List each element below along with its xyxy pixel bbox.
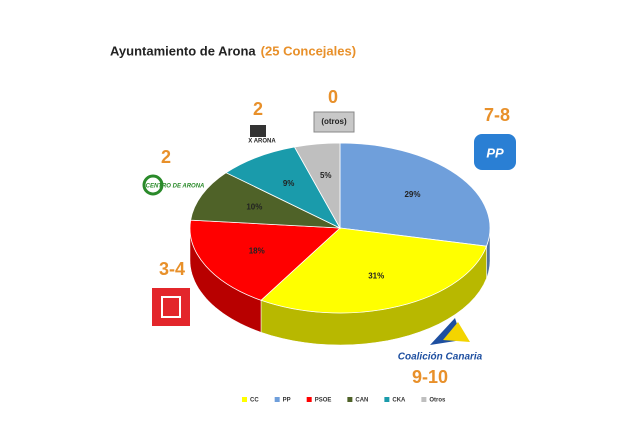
- centro-logo: [142, 174, 164, 196]
- legend-swatch: [347, 397, 353, 402]
- annotation: 3-4: [159, 259, 185, 279]
- legend-label: CKA: [392, 398, 406, 404]
- legend-label: CAN: [355, 398, 368, 404]
- pie-slice: [293, 142, 341, 230]
- legend-label: PP: [283, 398, 291, 404]
- cc-logo-yellow: [443, 322, 470, 342]
- psoe-icon: [161, 296, 181, 318]
- data-label: 10%: [246, 203, 262, 212]
- annotation: 2: [253, 99, 263, 119]
- cka-logo: [250, 125, 266, 137]
- pie-slice: [339, 142, 491, 247]
- legend-label: PSOE: [315, 398, 332, 404]
- otros-box: [313, 111, 355, 133]
- pie-slice: [190, 172, 341, 229]
- annotation: 2: [161, 147, 171, 167]
- chart-title: Ayuntamiento de Arona: [110, 43, 256, 58]
- annotation: Coalición Canaria: [398, 352, 483, 363]
- pie-slices: [189, 142, 491, 314]
- annotation: (otros): [321, 117, 347, 126]
- legend-swatch: [242, 397, 247, 402]
- data-label: 18%: [249, 247, 265, 256]
- pp-logo: [474, 134, 516, 170]
- data-label: 9%: [283, 179, 295, 188]
- legend-swatch: [421, 397, 427, 402]
- psoe-logo: [152, 288, 190, 326]
- legend-label: CC: [250, 398, 259, 404]
- pie-slice: [189, 219, 341, 301]
- annotation: PP: [486, 145, 504, 160]
- data-label: 31%: [368, 272, 384, 281]
- annotation: CENTRO DE ARONA: [146, 184, 205, 190]
- pie-slice: [225, 146, 341, 229]
- data-label: 5%: [320, 171, 332, 180]
- legend-label: Otros: [429, 398, 446, 404]
- logos: [142, 111, 516, 345]
- legend-swatch: [274, 397, 280, 402]
- legend-swatch: [306, 397, 312, 402]
- annotation: 7-8: [484, 105, 510, 125]
- chart-subtitle: (25 Concejales): [261, 43, 356, 58]
- annotation: X ARONA: [248, 139, 276, 145]
- annotation: 0: [328, 87, 338, 107]
- pie-slice: [260, 227, 488, 314]
- data-label: 29%: [404, 190, 420, 199]
- legend-swatch: [384, 397, 390, 402]
- annotation: 9-10: [412, 367, 448, 387]
